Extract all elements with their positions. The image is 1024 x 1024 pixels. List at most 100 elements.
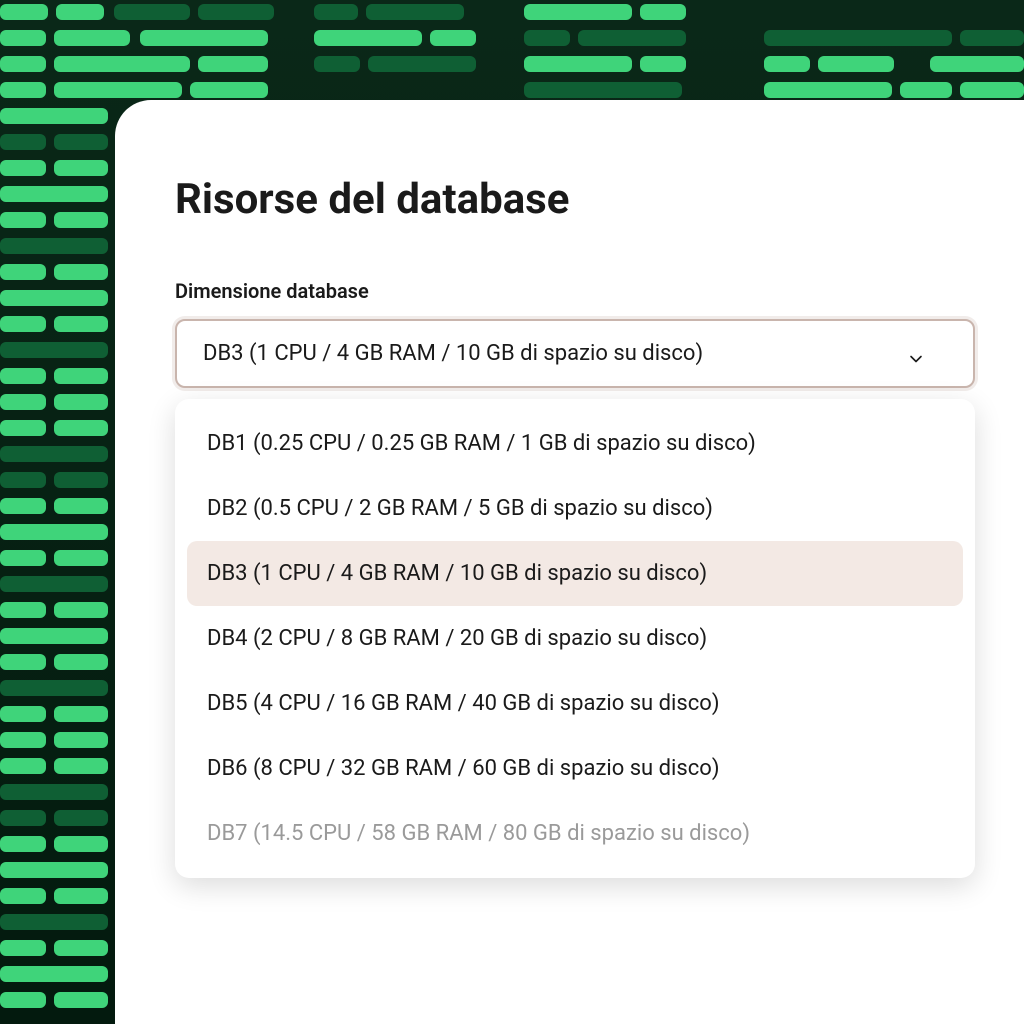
dropdown-option[interactable]: DB5 (4 CPU / 16 GB RAM / 40 GB di spazio… xyxy=(187,671,963,736)
bg-bar xyxy=(0,680,108,696)
dropdown-option[interactable]: DB6 (8 CPU / 32 GB RAM / 60 GB di spazio… xyxy=(187,736,963,801)
bg-bar xyxy=(430,30,476,46)
bg-bar xyxy=(114,4,190,20)
bg-bar xyxy=(0,82,46,98)
bg-bar xyxy=(0,602,46,618)
bg-bar xyxy=(54,758,108,774)
bg-bar xyxy=(366,4,464,20)
bg-bar xyxy=(0,160,46,176)
bg-bar xyxy=(524,82,682,98)
bg-bar xyxy=(54,264,108,280)
dropdown-option[interactable]: DB1 (0.25 CPU / 0.25 GB RAM / 1 GB di sp… xyxy=(187,411,963,476)
bg-bar xyxy=(764,30,952,46)
bg-bar xyxy=(0,550,46,566)
bg-bar xyxy=(900,82,952,98)
bg-bar xyxy=(0,888,46,904)
bg-bar xyxy=(0,56,46,72)
bg-bar xyxy=(0,576,108,592)
database-size-label: Dimensione database xyxy=(175,279,1024,303)
database-size-select-wrapper: DB3 (1 CPU / 4 GB RAM / 10 GB di spazio … xyxy=(175,319,1024,388)
database-size-select[interactable]: DB3 (1 CPU / 4 GB RAM / 10 GB di spazio … xyxy=(175,319,975,388)
bg-bar xyxy=(524,4,632,20)
bg-bar xyxy=(0,654,46,670)
bg-bar xyxy=(0,472,46,488)
bg-bar xyxy=(0,368,46,384)
bg-bar xyxy=(0,134,46,150)
bg-bar xyxy=(0,420,46,436)
database-resources-card: Risorse del database Dimensione database… xyxy=(115,100,1024,1024)
bg-bar xyxy=(764,56,810,72)
bg-bar xyxy=(314,4,358,20)
bg-bar xyxy=(640,4,686,20)
bg-bar xyxy=(960,30,1024,46)
bg-bar xyxy=(198,4,274,20)
bg-bar xyxy=(314,30,422,46)
bg-bar xyxy=(960,82,1024,98)
bg-bar xyxy=(930,56,1024,72)
bg-bar xyxy=(578,30,686,46)
bg-bar xyxy=(0,706,46,722)
bg-bar xyxy=(54,550,108,566)
bg-bar xyxy=(54,940,108,956)
bg-bar xyxy=(0,394,46,410)
select-value: DB3 (1 CPU / 4 GB RAM / 10 GB di spazio … xyxy=(203,341,703,366)
bg-bar xyxy=(0,836,46,852)
dropdown-option[interactable]: DB2 (0.5 CPU / 2 GB RAM / 5 GB di spazio… xyxy=(187,476,963,541)
dropdown-option[interactable]: DB4 (2 CPU / 8 GB RAM / 20 GB di spazio … xyxy=(187,606,963,671)
page-title: Risorse del database xyxy=(175,175,1024,224)
bg-bar xyxy=(54,420,108,436)
bg-bar xyxy=(0,862,108,878)
database-size-dropdown: DB1 (0.25 CPU / 0.25 GB RAM / 1 GB di sp… xyxy=(175,399,975,878)
bg-bar xyxy=(0,264,46,280)
bg-bar xyxy=(818,56,894,72)
bg-bar xyxy=(54,654,108,670)
bg-bar xyxy=(0,784,108,800)
bg-bar xyxy=(0,914,108,930)
bg-bar xyxy=(54,602,108,618)
bg-bar xyxy=(0,212,46,228)
bg-bar xyxy=(54,368,108,384)
bg-bar xyxy=(140,30,268,46)
bg-bar xyxy=(764,82,892,98)
bg-bar xyxy=(54,992,108,1008)
bg-bar xyxy=(0,628,108,644)
bg-bar xyxy=(0,524,108,540)
bg-bar xyxy=(190,82,268,98)
bg-bar xyxy=(0,4,48,20)
bg-bar xyxy=(54,316,108,332)
bg-bar xyxy=(0,966,108,982)
bg-bar xyxy=(54,160,108,176)
bg-bar xyxy=(54,56,190,72)
bg-bar xyxy=(54,498,108,514)
bg-bar xyxy=(0,992,46,1008)
bg-bar xyxy=(54,706,108,722)
bg-bar xyxy=(54,836,108,852)
bg-bar xyxy=(54,394,108,410)
bg-bar xyxy=(54,212,108,228)
bg-bar xyxy=(0,30,46,46)
bg-bar xyxy=(54,82,182,98)
bg-bar xyxy=(56,4,104,20)
bg-bar xyxy=(0,186,108,202)
bg-bar xyxy=(54,732,108,748)
bg-bar xyxy=(54,134,108,150)
bg-bar xyxy=(0,446,108,462)
bg-bar xyxy=(524,30,570,46)
bg-bar xyxy=(0,810,46,826)
bg-bar xyxy=(0,940,46,956)
bg-bar xyxy=(0,732,46,748)
bg-bar xyxy=(640,56,686,72)
bg-bar xyxy=(0,290,108,306)
bg-bar xyxy=(0,498,46,514)
bg-bar xyxy=(54,888,108,904)
bg-bar xyxy=(314,56,360,72)
bg-bar xyxy=(0,342,108,358)
chevron-down-icon xyxy=(909,347,923,361)
bg-bar xyxy=(524,56,632,72)
dropdown-option[interactable]: DB3 (1 CPU / 4 GB RAM / 10 GB di spazio … xyxy=(187,541,963,606)
bg-bar xyxy=(54,810,108,826)
bg-bar xyxy=(54,472,108,488)
bg-bar xyxy=(368,56,476,72)
bg-bar xyxy=(0,758,46,774)
bg-bar xyxy=(54,30,130,46)
